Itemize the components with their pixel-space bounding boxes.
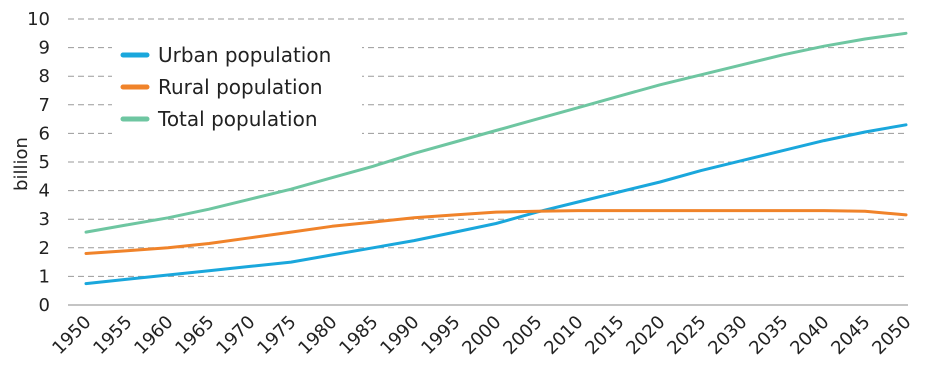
series-line-total-population bbox=[84, 31, 908, 234]
series-lines bbox=[84, 31, 908, 286]
x-tick-label: 2025 bbox=[663, 312, 710, 359]
legend-label: Urban population bbox=[158, 43, 331, 67]
y-tick-label: 7 bbox=[39, 95, 50, 116]
x-tick-label: 2040 bbox=[786, 312, 833, 359]
x-tick-label: 2020 bbox=[622, 312, 669, 359]
legend-label: Rural population bbox=[158, 75, 323, 99]
series-line-rural-population bbox=[84, 209, 908, 255]
y-tick-label: 9 bbox=[39, 38, 50, 59]
x-tick-label: 1965 bbox=[171, 312, 218, 359]
x-tick-label: 1960 bbox=[130, 312, 177, 359]
x-tick-label: 2050 bbox=[868, 312, 915, 359]
x-tick-label: 1970 bbox=[212, 312, 259, 359]
legend-label: Total population bbox=[157, 107, 318, 131]
y-axis-ticks: 0 1 2 3 4 5 6 7 8 9 10 bbox=[27, 9, 50, 316]
y-axis-label: billion bbox=[11, 137, 32, 191]
legend: Urban population Rural population Total po… bbox=[112, 35, 362, 139]
x-tick-label: 2010 bbox=[540, 312, 587, 359]
y-tick-label: 3 bbox=[39, 209, 50, 230]
x-tick-label: 1995 bbox=[417, 312, 464, 359]
x-tick-label: 1975 bbox=[253, 312, 300, 359]
x-tick-label: 2035 bbox=[745, 312, 792, 359]
y-tick-label: 6 bbox=[39, 123, 50, 144]
x-tick-label: 2000 bbox=[458, 312, 505, 359]
y-tick-label: 4 bbox=[39, 181, 50, 202]
y-tick-label: 1 bbox=[39, 266, 50, 287]
series-line-urban-population bbox=[84, 123, 908, 286]
x-tick-label: 1955 bbox=[89, 312, 136, 359]
y-tick-label: 10 bbox=[27, 9, 50, 30]
x-tick-label: 1950 bbox=[48, 312, 95, 359]
y-tick-label: 2 bbox=[39, 238, 50, 259]
x-tick-label: 2030 bbox=[704, 312, 751, 359]
x-tick-label: 2015 bbox=[581, 312, 628, 359]
x-tick-label: 1985 bbox=[335, 312, 382, 359]
y-tick-label: 8 bbox=[39, 66, 50, 87]
legend-background bbox=[112, 35, 362, 139]
x-tick-label: 2045 bbox=[827, 312, 874, 359]
y-tick-label: 0 bbox=[39, 295, 50, 316]
y-tick-label: 5 bbox=[39, 152, 50, 173]
x-tick-label: 1980 bbox=[294, 312, 341, 359]
x-tick-label: 2005 bbox=[499, 312, 546, 359]
x-axis-ticks: 1950195519601965197019751980198519901995… bbox=[48, 312, 915, 359]
x-tick-label: 1990 bbox=[376, 312, 423, 359]
